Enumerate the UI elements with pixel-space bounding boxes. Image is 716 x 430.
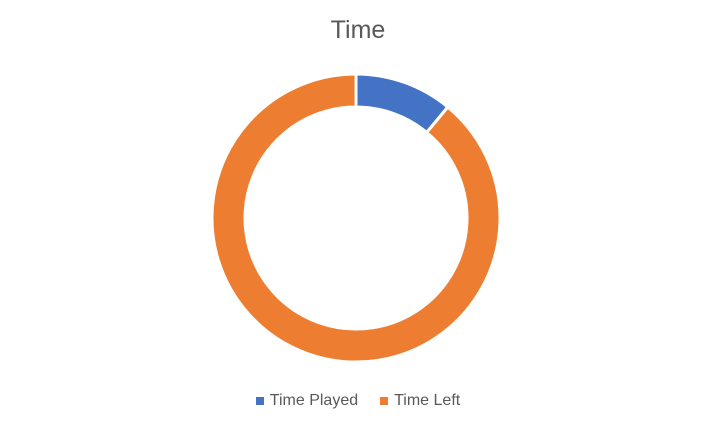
legend-item-time-left: Time Left <box>380 392 460 410</box>
legend-item-time-played: Time Played <box>255 392 359 410</box>
chart-title: Time <box>330 16 386 44</box>
legend-swatch-time-played <box>255 397 264 405</box>
legend-swatch-time-left <box>380 397 389 405</box>
legend: Time Played Time Left <box>0 392 716 410</box>
legend-label-time-played: Time Played <box>269 392 359 409</box>
slice-time-left <box>210 72 502 364</box>
legend-label-time-left: Time Left <box>394 392 461 409</box>
